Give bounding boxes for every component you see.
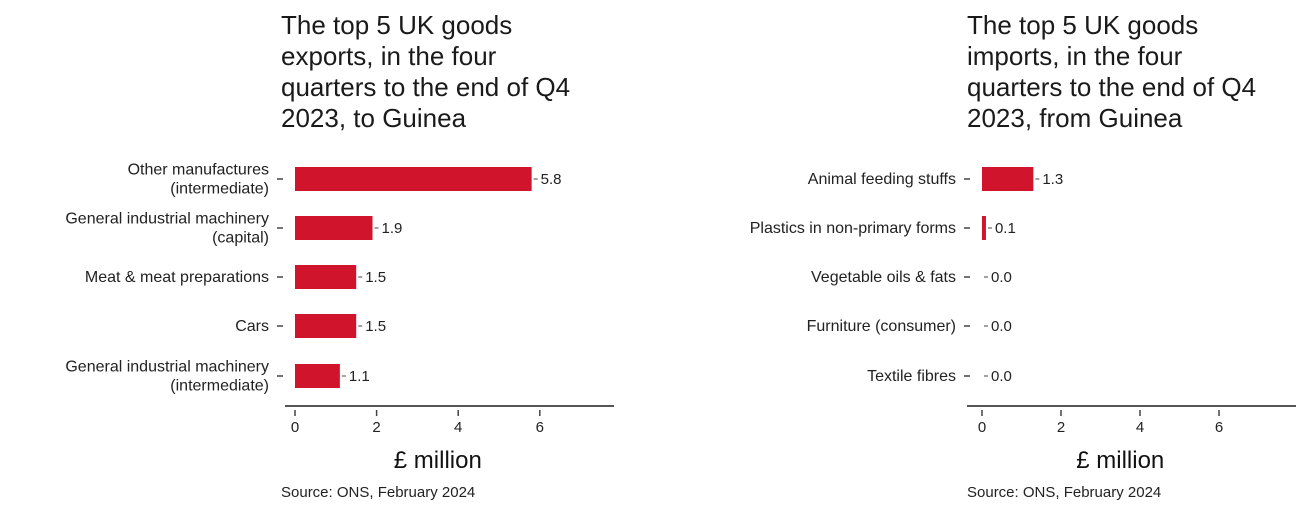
chart-1-bar xyxy=(295,364,340,388)
chart-2-category-label: Textile fibres xyxy=(867,368,956,385)
chart-1-value-label: 1.5 xyxy=(365,269,386,286)
chart-2-title-line: imports, in the four xyxy=(967,41,1183,71)
chart-1-x-tick-label: 0 xyxy=(291,419,299,436)
chart-2-value-label: 0.0 xyxy=(991,368,1012,385)
chart-1-x-tick-label: 4 xyxy=(454,419,462,436)
chart-2-bar xyxy=(982,216,986,240)
chart-2-x-tick-label: 4 xyxy=(1136,419,1144,436)
chart-1-title-line: quarters to the end of Q4 xyxy=(281,72,570,102)
chart-1-source-note: Source: ONS, February 2024 xyxy=(281,484,475,501)
chart-1-category-label: Other manufactures xyxy=(128,162,269,179)
chart-1-bar xyxy=(295,167,532,191)
chart-2-category-label: Animal feeding stuffs xyxy=(808,171,956,188)
chart-2-x-tick-label: 0 xyxy=(978,419,986,436)
chart-1-value-label: 1.9 xyxy=(382,220,403,237)
chart-2-value-label: 1.3 xyxy=(1042,171,1063,188)
chart-1-x-tick-label: 6 xyxy=(536,419,544,436)
chart-1-value-label: 5.8 xyxy=(541,171,562,188)
chart-2-category-label: Plastics in non-primary forms xyxy=(750,220,956,237)
chart-2-title-line: 2023, from Guinea xyxy=(967,103,1183,133)
chart-2-x-tick-label: 6 xyxy=(1215,419,1223,436)
chart-2-value-label: 0.0 xyxy=(991,269,1012,286)
chart-1-category-label: (capital) xyxy=(212,230,269,247)
chart-1-x-tick-label: 2 xyxy=(372,419,380,436)
chart-1-category-label: (intermediate) xyxy=(170,378,269,395)
chart-2-x-tick-label: 2 xyxy=(1057,419,1065,436)
chart-2-title-line: quarters to the end of Q4 xyxy=(967,72,1256,102)
chart-1-title-line: exports, in the four xyxy=(281,41,497,71)
chart-2-bar xyxy=(982,167,1034,191)
chart-1-title-line: The top 5 UK goods xyxy=(281,10,512,40)
chart-2-value-label: 0.0 xyxy=(991,318,1012,335)
chart-1-title-line: 2023, to Guinea xyxy=(281,103,467,133)
chart-1-x-axis-title: £ million xyxy=(394,447,482,474)
chart-2-category-label: Vegetable oils & fats xyxy=(811,269,956,286)
chart-1-category-label: General industrial machinery xyxy=(65,359,269,376)
chart-2-x-axis-title: £ million xyxy=(1076,447,1164,474)
chart-2-value-label: 0.1 xyxy=(995,220,1016,237)
chart-1-bar xyxy=(295,265,357,289)
chart-1-category-label: Meat & meat preparations xyxy=(85,269,269,286)
chart-1-bar xyxy=(295,314,357,338)
chart-2-title-line: The top 5 UK goods xyxy=(967,10,1198,40)
chart-1-category-label: (intermediate) xyxy=(170,181,269,198)
chart-2-source-note: Source: ONS, February 2024 xyxy=(967,484,1161,501)
chart-1-value-label: 1.1 xyxy=(349,368,370,385)
chart-1-category-label: Cars xyxy=(235,318,269,335)
chart-2-category-label: Furniture (consumer) xyxy=(807,318,956,335)
chart-1-bar xyxy=(295,216,373,240)
chart-1-category-label: General industrial machinery xyxy=(65,211,269,228)
chart-1-value-label: 1.5 xyxy=(365,318,386,335)
